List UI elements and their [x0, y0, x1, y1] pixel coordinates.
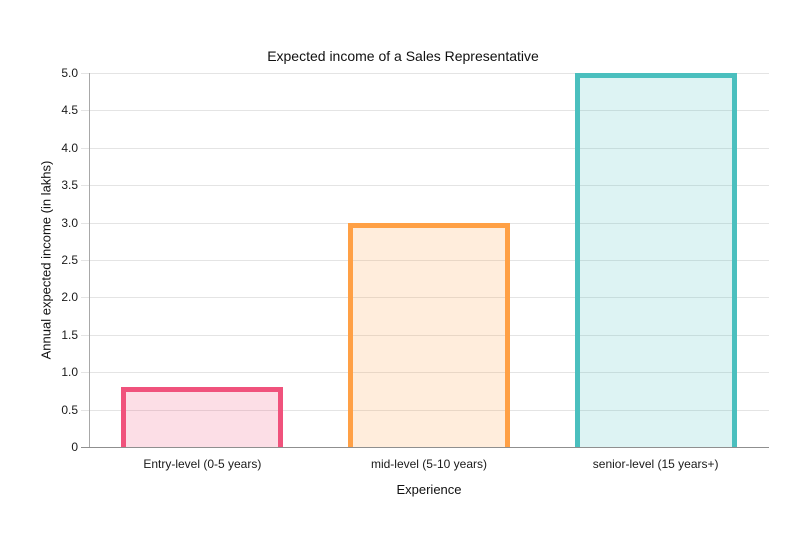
- y-tick-mark: [81, 409, 89, 411]
- y-tick-label: 3.5: [61, 178, 78, 193]
- y-tick-mark: [81, 372, 89, 374]
- gridline: [89, 185, 769, 187]
- y-tick-mark: [81, 447, 89, 448]
- y-tick-label: 4.5: [61, 103, 78, 118]
- y-tick-label: 5.0: [61, 66, 78, 80]
- gridline: [89, 110, 769, 112]
- y-tick-mark: [81, 147, 89, 149]
- gridline: [89, 73, 769, 74]
- y-tick-label: 0.5: [61, 402, 78, 417]
- bar-midlevel: [348, 222, 510, 447]
- y-tick-label: 2.0: [61, 290, 78, 305]
- gridline: [89, 297, 769, 299]
- y-tick-label: 0: [71, 440, 78, 454]
- x-tick-label: senior-level (15 years+): [592, 457, 719, 471]
- gridline: [89, 147, 769, 149]
- x-axis-line: [89, 447, 769, 448]
- x-tick-label: mid-level (5-10 years): [370, 457, 487, 471]
- y-tick-label: 1.5: [61, 327, 78, 342]
- y-tick-mark: [81, 185, 89, 187]
- gridline: [89, 372, 769, 374]
- gridline: [89, 334, 769, 336]
- bar-seniorlevel: [574, 73, 737, 447]
- gridline: [89, 409, 769, 411]
- y-tick-mark: [81, 110, 89, 112]
- y-tick-mark: [81, 334, 89, 336]
- x-tick-label: Entry-level (0-5 years): [143, 457, 262, 471]
- y-axis-line: [89, 73, 90, 447]
- y-tick-mark: [81, 297, 89, 299]
- y-tick-label: 1.0: [61, 365, 78, 380]
- y-tick-label: 2.5: [61, 253, 78, 267]
- bar-entrylevel: [121, 387, 284, 447]
- y-tick-label: 3.0: [61, 215, 78, 230]
- chart-title: Expected income of a Sales Representativ…: [267, 48, 539, 64]
- y-tick-mark: [81, 222, 89, 224]
- gridline: [89, 260, 769, 261]
- y-tick-label: 4.0: [61, 140, 78, 155]
- y-tick-mark: [81, 260, 89, 261]
- y-tick-mark: [81, 73, 89, 74]
- x-axis-title: Experience: [396, 482, 462, 497]
